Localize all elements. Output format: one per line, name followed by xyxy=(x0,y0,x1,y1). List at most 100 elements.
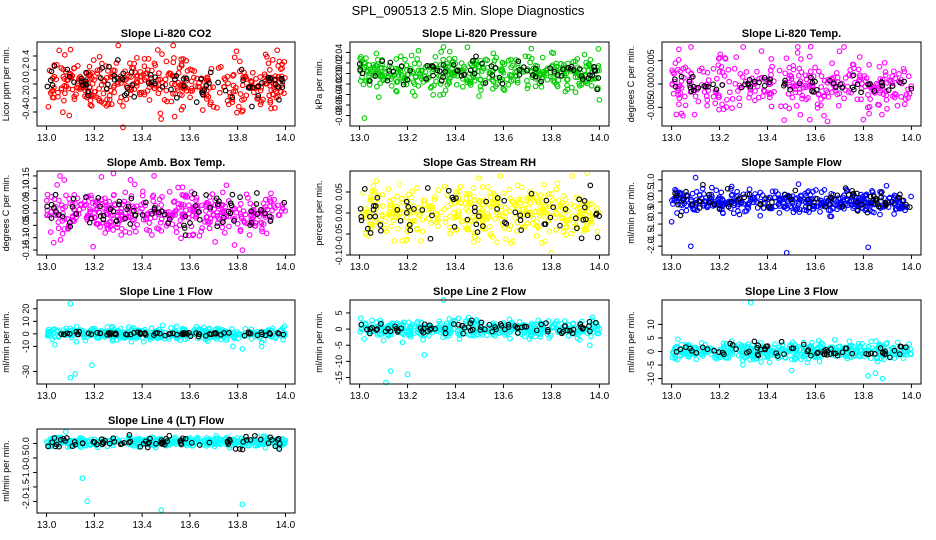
data-point xyxy=(591,67,598,74)
data-point xyxy=(173,323,180,330)
data-point xyxy=(890,68,897,75)
data-point xyxy=(65,76,71,83)
data-point xyxy=(385,186,392,192)
data-point xyxy=(867,81,873,87)
data-point xyxy=(747,86,754,93)
data-point xyxy=(710,81,716,88)
data-point xyxy=(176,204,182,211)
x-tick-label: 14.0 xyxy=(590,133,610,144)
y-tick-label: 0 xyxy=(646,349,656,354)
data-point xyxy=(209,191,216,197)
data-point xyxy=(745,81,752,88)
data-point xyxy=(243,92,250,99)
data-point xyxy=(675,56,682,63)
data-point xyxy=(814,350,820,357)
data-point xyxy=(865,351,872,358)
data-point xyxy=(206,439,213,446)
chart-title: Slope Gas Stream RH xyxy=(423,157,536,169)
data-point xyxy=(83,82,90,88)
data-point xyxy=(169,80,175,87)
data-point xyxy=(551,69,558,75)
data-point xyxy=(517,217,524,224)
data-point xyxy=(827,77,833,84)
data-point xyxy=(147,72,154,78)
data-point xyxy=(569,173,575,179)
x-tick-label: 13.6 xyxy=(180,391,200,402)
data-point xyxy=(184,194,190,200)
data-point xyxy=(151,80,158,87)
data-point xyxy=(782,191,788,198)
data-point xyxy=(230,334,237,341)
data-point xyxy=(515,329,521,336)
data-point xyxy=(744,191,751,197)
data-point xyxy=(864,209,871,216)
data-point xyxy=(89,326,96,332)
data-point xyxy=(744,201,751,207)
data-point xyxy=(187,220,193,226)
data-point xyxy=(380,337,387,344)
data-point xyxy=(512,214,519,221)
data-point xyxy=(506,72,513,78)
data-point xyxy=(792,89,799,96)
data-point xyxy=(179,184,186,191)
y-tick-label: 0.000 xyxy=(646,73,656,96)
data-point xyxy=(865,343,872,350)
data-point xyxy=(106,92,113,99)
y-tick-label: -0.005 xyxy=(646,95,656,121)
data-point xyxy=(356,61,363,67)
data-point xyxy=(675,201,681,208)
data-point xyxy=(672,76,678,83)
data-point xyxy=(441,206,448,212)
data-point xyxy=(266,330,273,336)
data-point xyxy=(417,70,423,77)
data-point xyxy=(465,324,472,330)
data-point xyxy=(841,95,847,102)
x-tick-label: 13.2 xyxy=(710,133,730,144)
data-point xyxy=(554,204,560,210)
data-point xyxy=(224,438,231,445)
data-point xyxy=(896,205,903,212)
y-tick-label: 20 xyxy=(21,304,31,314)
data-point xyxy=(875,203,882,210)
data-point xyxy=(408,52,415,59)
data-point xyxy=(572,89,579,96)
data-point xyxy=(370,206,377,213)
data-point xyxy=(524,194,530,201)
data-point xyxy=(682,102,689,109)
y-tick-label: 0.0 xyxy=(646,196,656,209)
data-point xyxy=(482,77,489,84)
y-tick-label: 0.05 xyxy=(21,192,31,210)
data-point xyxy=(181,222,187,229)
data-point xyxy=(267,97,274,104)
data-point xyxy=(673,195,680,202)
data-point xyxy=(754,68,760,75)
data-point xyxy=(372,63,379,69)
data-point xyxy=(409,218,416,224)
data-point xyxy=(804,359,811,366)
data-point xyxy=(279,325,286,332)
data-point xyxy=(409,89,416,95)
data-point xyxy=(374,326,381,332)
data-point xyxy=(798,69,805,75)
data-point xyxy=(94,329,101,336)
data-point xyxy=(168,325,174,331)
data-point xyxy=(736,102,743,109)
y-tick-label: -1.0 xyxy=(646,216,656,232)
data-point xyxy=(195,333,202,340)
data-point xyxy=(154,225,160,232)
data-point xyxy=(403,210,410,216)
data-point xyxy=(436,68,443,74)
data-point xyxy=(459,83,466,90)
data-point xyxy=(50,239,57,246)
data-point xyxy=(809,79,816,86)
data-point xyxy=(104,324,111,330)
data-point xyxy=(883,182,890,189)
data-point xyxy=(243,433,249,440)
data-point xyxy=(519,206,525,213)
data-point xyxy=(858,89,864,96)
data-point xyxy=(483,216,490,222)
data-point xyxy=(126,432,133,438)
y-axis-label: Licor ppm per min. xyxy=(1,47,11,122)
data-point xyxy=(134,329,141,335)
